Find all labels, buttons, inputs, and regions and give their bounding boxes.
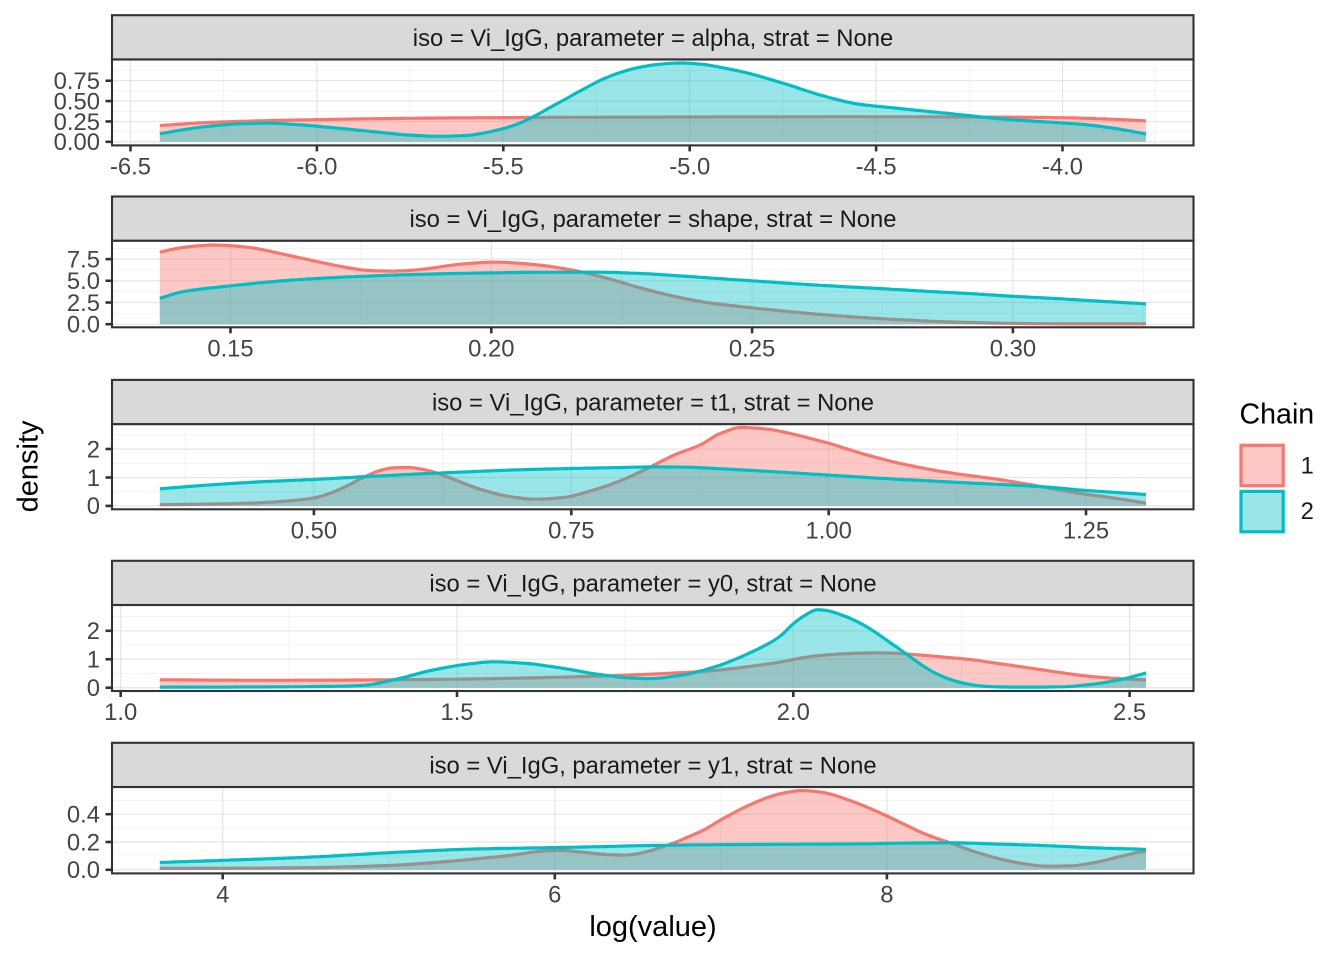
svg-text:0.00: 0.00 — [54, 129, 100, 156]
svg-text:0.75: 0.75 — [548, 517, 594, 544]
svg-text:2.5: 2.5 — [67, 290, 100, 317]
svg-text:0.30: 0.30 — [990, 335, 1036, 362]
svg-text:1.0: 1.0 — [104, 699, 137, 726]
svg-text:iso = Vi_IgG, parameter = alph: iso = Vi_IgG, parameter = alpha, strat =… — [413, 25, 893, 52]
svg-text:1: 1 — [87, 647, 100, 674]
svg-text:-5.0: -5.0 — [669, 153, 710, 180]
svg-text:4: 4 — [216, 881, 229, 908]
svg-text:0.4: 0.4 — [67, 802, 100, 829]
svg-text:0: 0 — [87, 493, 100, 520]
svg-text:2: 2 — [1301, 498, 1314, 525]
svg-text:2.5: 2.5 — [1113, 699, 1146, 726]
svg-text:2: 2 — [87, 618, 100, 645]
svg-text:0.15: 0.15 — [207, 335, 253, 362]
svg-text:2: 2 — [87, 436, 100, 463]
svg-text:0.0: 0.0 — [67, 857, 100, 884]
svg-text:iso = Vi_IgG, parameter = t1,: iso = Vi_IgG, parameter = t1, strat = No… — [432, 390, 874, 417]
svg-text:iso = Vi_IgG, parameter = shap: iso = Vi_IgG, parameter = shape, strat =… — [409, 206, 896, 233]
svg-text:2.0: 2.0 — [777, 699, 810, 726]
svg-text:1: 1 — [1301, 452, 1314, 479]
svg-text:0.25: 0.25 — [54, 109, 100, 136]
svg-text:Chain: Chain — [1240, 398, 1315, 430]
svg-text:-6.5: -6.5 — [110, 153, 151, 180]
svg-text:0.20: 0.20 — [468, 335, 514, 362]
svg-text:1.25: 1.25 — [1063, 517, 1109, 544]
svg-text:-5.5: -5.5 — [483, 153, 524, 180]
svg-text:iso = Vi_IgG, parameter = y0,: iso = Vi_IgG, parameter = y0, strat = No… — [429, 570, 876, 597]
svg-text:1.5: 1.5 — [440, 699, 473, 726]
svg-text:1: 1 — [87, 465, 100, 492]
svg-text:0.50: 0.50 — [54, 88, 100, 115]
svg-text:6: 6 — [548, 881, 561, 908]
svg-text:-4.5: -4.5 — [856, 153, 897, 180]
svg-text:density: density — [13, 420, 45, 512]
svg-text:0.2: 0.2 — [67, 829, 100, 856]
svg-text:8: 8 — [880, 881, 893, 908]
svg-text:1.00: 1.00 — [806, 517, 852, 544]
svg-text:-6.0: -6.0 — [296, 153, 337, 180]
svg-text:0.25: 0.25 — [729, 335, 775, 362]
svg-text:0.50: 0.50 — [291, 517, 337, 544]
svg-text:0: 0 — [87, 675, 100, 702]
svg-text:iso = Vi_IgG, parameter = y1,: iso = Vi_IgG, parameter = y1, strat = No… — [429, 752, 876, 779]
svg-text:log(value): log(value) — [589, 911, 716, 943]
svg-text:7.5: 7.5 — [67, 246, 100, 273]
svg-text:0.0: 0.0 — [67, 312, 100, 339]
svg-text:5.0: 5.0 — [67, 268, 100, 295]
svg-text:-4.0: -4.0 — [1042, 153, 1083, 180]
svg-text:0.75: 0.75 — [54, 68, 100, 95]
